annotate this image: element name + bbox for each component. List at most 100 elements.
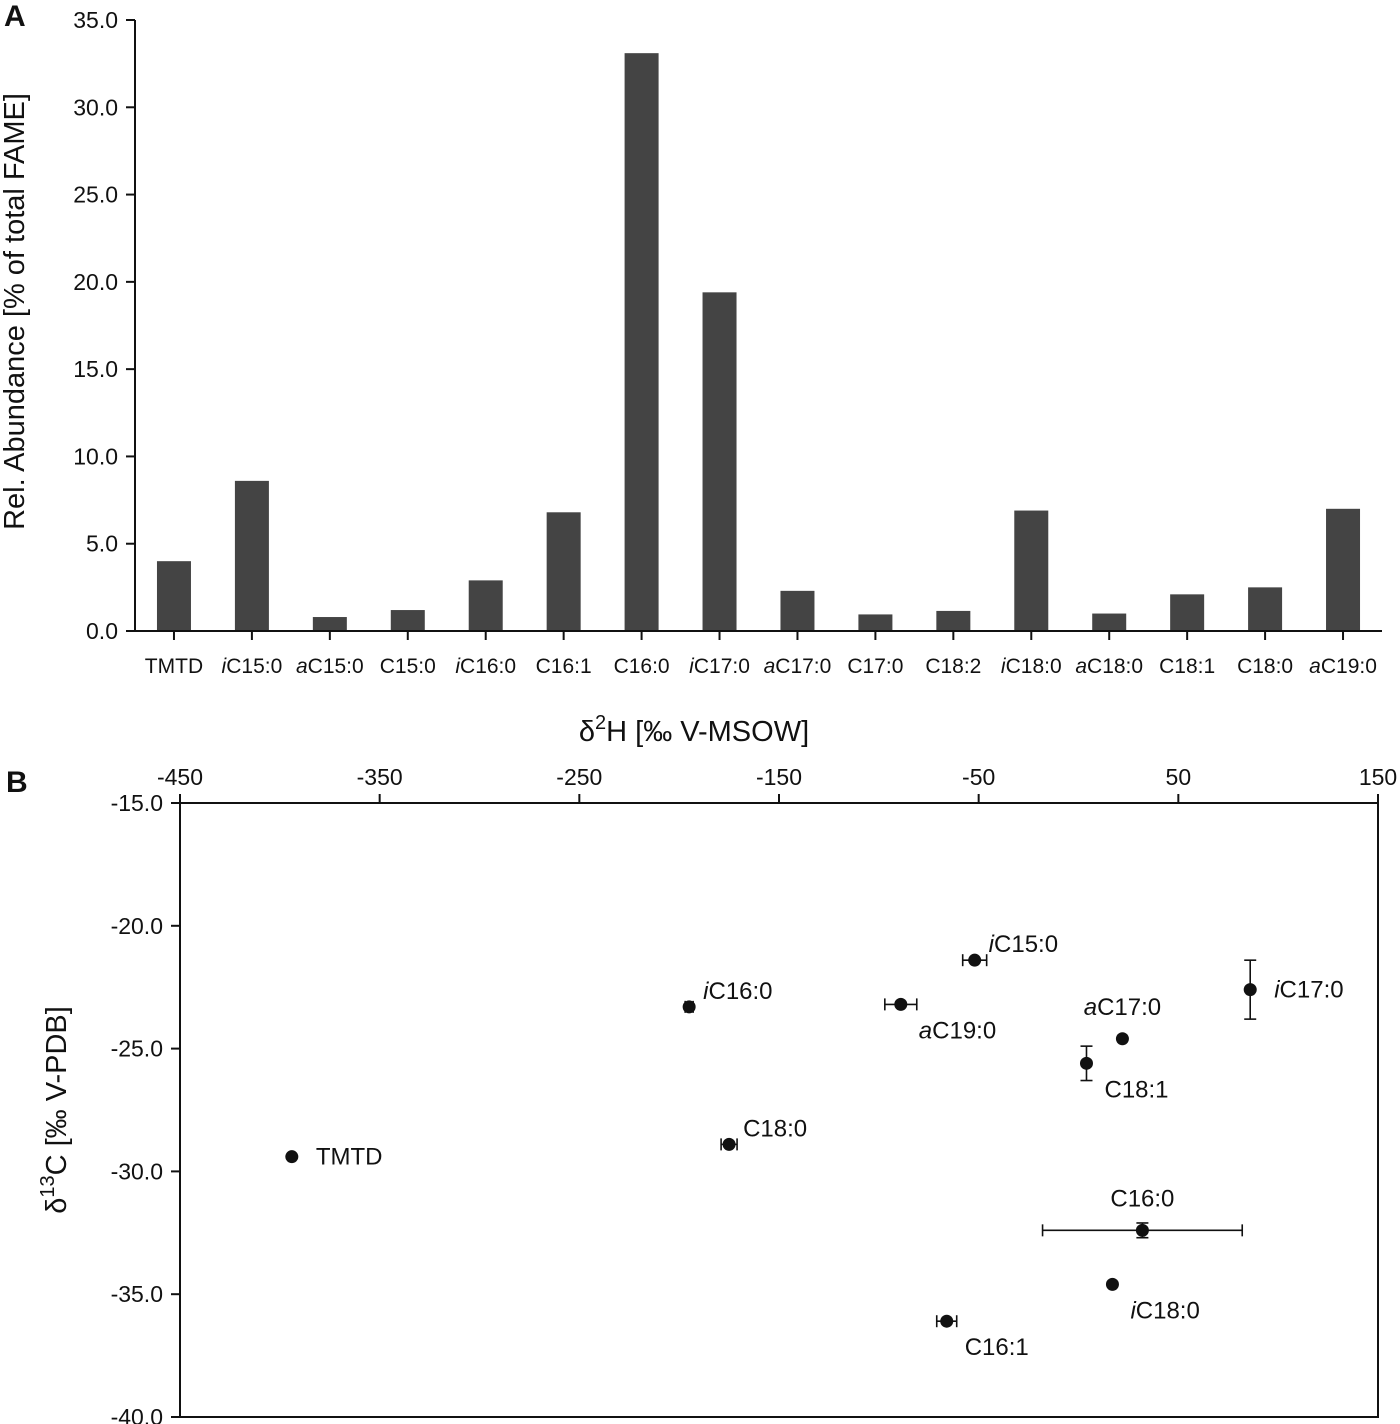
data-point-label-name: C16:0 [1110, 1185, 1174, 1212]
x-tick-label-name: TMTD [145, 655, 203, 678]
x-tick-label-name: C15:0 [308, 655, 364, 678]
y-tick-label: -15.0 [111, 790, 163, 816]
data-point-label-name: TMTD [316, 1144, 383, 1171]
x-axis-title-rest: H [‰ V-MSOW] [606, 716, 809, 748]
y-tick-label: -40.0 [111, 1404, 163, 1424]
x-tick-label-prefix: i [1001, 655, 1007, 678]
bar [468, 580, 503, 631]
bar [858, 614, 893, 631]
x-tick-label: C16:0 [614, 655, 670, 678]
x-tick-label-prefix: a [1075, 655, 1087, 678]
x-tick-label: C18:0 [1237, 655, 1293, 678]
x-tick-label: C17:0 [847, 655, 903, 678]
x-tick-label-name: C19:0 [1321, 655, 1377, 678]
data-point-label: C16:0 [1110, 1185, 1174, 1212]
x-tick-label-name: C18:0 [1237, 655, 1293, 678]
data-point-label-name: C18:1 [1104, 1076, 1168, 1103]
data-point-label-prefix: a [1084, 994, 1097, 1021]
data-point-label: aC19:0 [919, 1017, 996, 1044]
bar [702, 292, 737, 631]
x-tick-label-name: C18:2 [925, 655, 981, 678]
x-axis-title: δ2H [‰ V-MSOW] [579, 712, 809, 748]
bar-series [156, 53, 1361, 631]
x-tick-label-prefix: a [296, 655, 308, 678]
x-tick-label: iC17:0 [689, 655, 750, 678]
plot-frame [179, 802, 1379, 1418]
x-tick-label-name: C18:0 [1087, 655, 1143, 678]
y-tick-label: 0.0 [86, 618, 118, 644]
x-tick-label: -150 [756, 764, 802, 790]
x-tick-label: C18:1 [1159, 655, 1215, 678]
bar [1014, 510, 1049, 631]
bar-chart-abundance: 0.05.010.015.020.025.030.035.0 TMTD iC15:… [0, 7, 1382, 678]
y-axis-ticks: -15.0 -20.0 -25.0 -30.0 -35.0 -40.0 [111, 790, 180, 1424]
x-tick-label: aC17:0 [764, 655, 832, 678]
data-point-label-name: C16:0 [708, 978, 772, 1005]
data-point [285, 1150, 299, 1164]
x-tick-label-prefix: a [764, 655, 776, 678]
x-tick-label-name: C18:1 [1159, 655, 1215, 678]
x-tick-label: TMTD [145, 655, 203, 678]
x-tick-label: 50 [1166, 764, 1192, 790]
x-tick-label: C15:0 [380, 655, 436, 678]
panel-a-letter: A [4, 0, 26, 33]
y-axis-title-rest: C [‰ V-PDB] [41, 1006, 73, 1175]
x-axis-ticks: TMTD iC15:0 aC15:0 C15:0 iC16:0 C16:1 C16:0 iC1… [145, 631, 1377, 678]
data-point-label: C16:1 [965, 1334, 1029, 1361]
data-point-label-prefix: i [1130, 1297, 1136, 1324]
y-tick-label: 5.0 [86, 531, 118, 557]
data-point-label-name: C19:0 [932, 1017, 996, 1044]
x-tick-label: iC16:0 [455, 655, 516, 678]
x-tick-label: C16:1 [536, 655, 592, 678]
data-point-label: iC17:0 [1274, 977, 1343, 1004]
bar [156, 561, 191, 631]
data-point-label-name: C17:0 [1097, 994, 1161, 1021]
x-tick-label: aC15:0 [296, 655, 364, 678]
bar [546, 512, 581, 631]
data-point [1115, 1032, 1129, 1046]
x-tick-label-name: C16:0 [614, 655, 670, 678]
x-tick-label-prefix: i [455, 655, 461, 678]
bar [312, 617, 347, 631]
x-tick-label: C18:2 [925, 655, 981, 678]
data-point [682, 1000, 696, 1014]
x-tick-label: iC15:0 [222, 655, 283, 678]
data-point-label: TMTD [316, 1144, 383, 1171]
data-point-label-name: C18:0 [743, 1115, 807, 1142]
x-tick-label: -450 [157, 764, 203, 790]
x-axis-title-sup: 2 [595, 712, 606, 734]
data-point [894, 997, 908, 1011]
x-tick-label-name: C15:0 [226, 655, 282, 678]
y-tick-label: -35.0 [111, 1281, 163, 1307]
x-axis-title-delta: δ [579, 716, 595, 748]
data-point-label: C18:0 [743, 1115, 807, 1142]
y-tick-label: 30.0 [73, 94, 118, 120]
bar [1092, 613, 1127, 631]
x-tick-label: -50 [962, 764, 995, 790]
y-axis-title: Rel. Abundance [% of total FAME] [0, 93, 31, 530]
y-axis-title-sup: 13 [37, 1175, 59, 1197]
y-tick-label: -30.0 [111, 1158, 163, 1184]
x-tick-label-name: C18:0 [1006, 655, 1062, 678]
x-tick-label-name: C17:0 [775, 655, 831, 678]
x-tick-label-name: C17:0 [847, 655, 903, 678]
y-tick-label: 10.0 [73, 443, 118, 469]
x-tick-label: -250 [556, 764, 602, 790]
x-tick-label-name: C16:0 [460, 655, 516, 678]
data-point [940, 1314, 954, 1328]
data-point-label: iC15:0 [989, 931, 1058, 958]
data-point [1135, 1223, 1149, 1237]
y-axis-title: δ13C [‰ V-PDB] [37, 1006, 73, 1214]
data-point-label: iC18:0 [1130, 1297, 1199, 1324]
bar [936, 610, 971, 631]
data-point-label: C18:1 [1104, 1076, 1168, 1103]
x-tick-label-prefix: i [222, 655, 228, 678]
bar [234, 480, 269, 631]
data-point-label-prefix: i [703, 978, 709, 1005]
data-point-label-prefix: i [989, 931, 995, 958]
bar [1248, 587, 1283, 631]
data-point-label-name: C18:0 [1136, 1297, 1200, 1324]
data-point [968, 953, 982, 967]
scatter-chart-isotopes: -450 -350 -250 -150 -50 50 150 -15.0 -20.0 -25.0… [37, 712, 1397, 1424]
